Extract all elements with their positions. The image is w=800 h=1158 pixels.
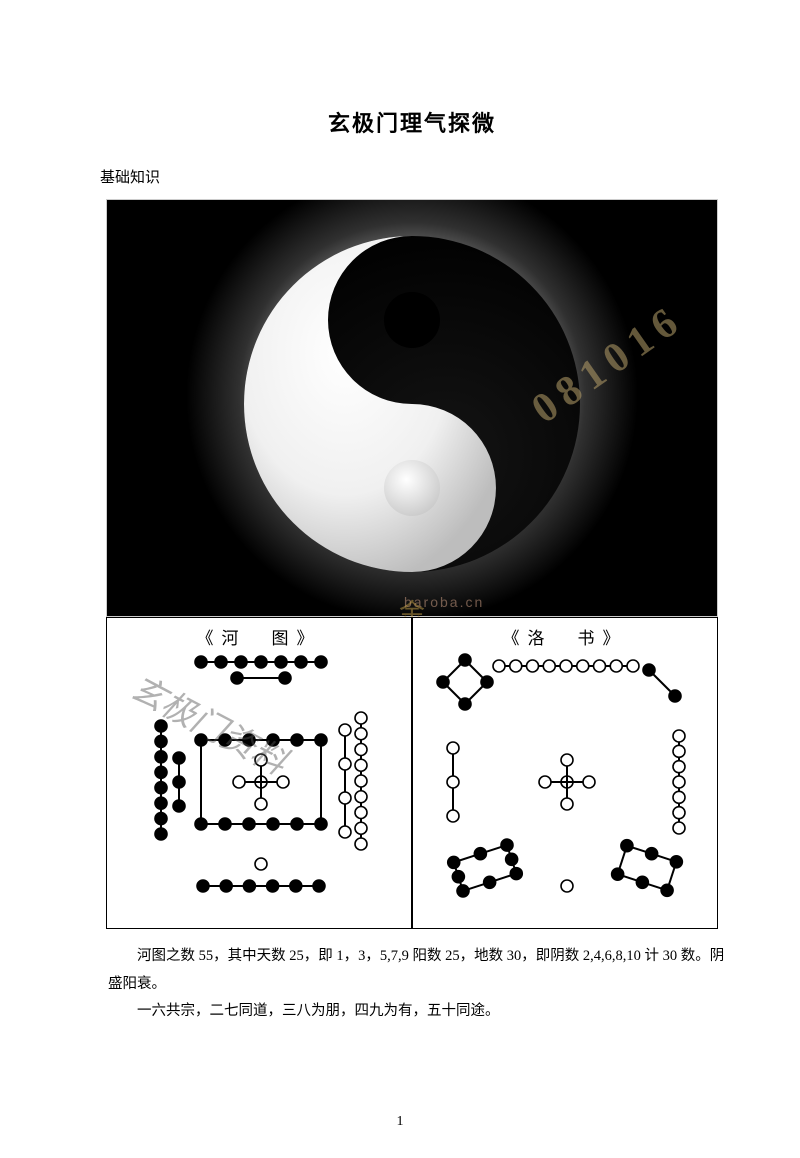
luoshu-diagram: 《洛 书》 (412, 617, 718, 929)
hetu-title: 《河 图》 (197, 624, 322, 649)
document-page: 玄极门理气探微 基础知识 (0, 0, 800, 1158)
taiji-figure: 081016 baroba.cn 金 (106, 199, 718, 617)
luoshu-title: 《洛 书》 (503, 624, 628, 649)
page-number: 1 (397, 1114, 404, 1130)
paragraph-2: 一六共宗，二七同道，三八为朋，四九为有，五十同途。 (108, 998, 728, 1026)
section-subtitle: 基础知识 (100, 166, 728, 187)
hetu-luoshu-row: 《河 图》 玄极门资料 《洛 书》 (106, 617, 718, 929)
hetu-diagram: 《河 图》 玄极门资料 (106, 617, 412, 929)
page-title: 玄极门理气探微 (96, 106, 728, 138)
paragraph-1: 河图之数 55，其中天数 25，即 1，3，5,7,9 阳数 25，地数 30，… (108, 943, 728, 998)
body-text: 河图之数 55，其中天数 25，即 1，3，5,7,9 阳数 25，地数 30，… (96, 943, 728, 1026)
luoshu-svg (413, 618, 719, 930)
